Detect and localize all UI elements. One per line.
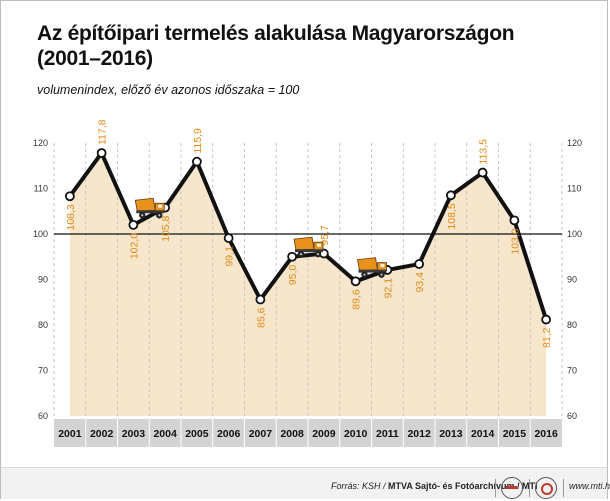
data-label: 95,0 [287,265,299,286]
data-point [541,314,552,325]
data-point [223,233,234,243]
y-tick-label-right: 90 [567,275,577,285]
data-label: 85,6 [255,307,267,328]
dump-truck-icon [293,236,324,258]
footer-divider [495,479,496,497]
truck-hub [380,273,383,276]
x-tick-label: 2003 [122,428,146,440]
data-point [350,276,361,287]
data-label: 113,5 [478,139,490,165]
truck-chassis [295,249,323,253]
data-label: 102,0 [128,233,140,259]
y-tick-label-left: 90 [38,275,48,285]
truck-hub [158,214,161,217]
y-tick-label-left: 110 [34,184,48,194]
data-point [64,191,75,202]
data-label: 103,0 [509,228,521,254]
x-tick-label: 2015 [503,428,527,440]
data-label: 81,2 [541,327,553,348]
data-point [128,219,139,230]
x-tick-label: 2001 [58,428,82,440]
y-tick-label-left: 70 [38,366,48,376]
y-tick-label-right: 70 [567,366,577,376]
data-point [477,167,488,178]
x-tick-label: 2013 [439,428,463,440]
mtva-logo-icon [501,477,523,499]
data-label: 93,4 [414,272,426,293]
data-label: 92,1 [382,278,394,299]
dump-truck-icon [357,257,387,278]
data-label: 115,9 [192,128,204,154]
x-tick-label: 2005 [185,428,209,440]
data-label: 89,6 [351,289,363,310]
website-url: www.mti.hu [569,481,610,491]
series-line [67,151,549,322]
data-point [96,148,107,158]
x-tick-label: 2010 [344,428,368,440]
source-prefix: Forrás: KSH / [331,481,386,491]
chart-subtitle: volumenindex, előző év azonos időszaka =… [37,83,300,97]
source-text: Forrás: KSH / MTVA Sajtó- és Fotóarchívu… [331,481,538,491]
chart-title: Az építőipari termelés alakulása Magyaro… [37,21,597,71]
data-label: 105,8 [160,215,172,241]
y-tick-label-left: 100 [33,229,48,239]
data-point [255,294,266,305]
data-point [509,215,520,226]
x-tick-label: 2014 [471,428,495,440]
truck-chassis [136,210,165,214]
dump-truck-icon [134,197,165,219]
y-tick-label-left: 120 [33,138,48,148]
data-point [414,259,425,269]
truck-window [317,243,321,247]
chart-title-line1: Az építőipari termelés alakulása Magyaro… [37,22,515,45]
truck-hub [141,214,144,217]
x-tick-label: 2008 [280,428,304,440]
data-label: 108,3 [65,204,77,230]
mti-logo-icon [535,477,557,499]
truck-window [380,264,385,268]
x-tick-label: 2009 [312,428,336,440]
data-label: 117,8 [97,119,109,145]
x-tick-label: 2004 [153,428,177,440]
data-point [191,156,202,167]
truck-hub [316,253,320,256]
data-label: 108,5 [446,203,458,229]
x-tick-label: 2007 [249,428,273,440]
data-label: 99,1 [224,246,236,267]
y-tick-label-left: 80 [38,320,48,330]
data-point [445,190,456,201]
chart-title-line2: (2001–2016) [37,47,153,70]
truck-chassis [358,269,387,273]
x-tick-label: 2016 [534,428,558,440]
y-tick-label-right: 120 [567,138,582,148]
y-tick-label-left: 60 [38,411,48,421]
source-agency: MTVA Sajtó- és Fotóarchívum / MTI [388,481,538,491]
y-tick-label-right: 60 [567,411,577,421]
data-label: 95,7 [319,225,331,246]
data-point [287,251,298,262]
area-fill [69,153,547,416]
x-tick-label: 2002 [90,428,114,440]
truck-bed [293,236,315,251]
truck-bed [134,197,156,212]
truck-bed [357,257,378,272]
x-tick-label: 2011 [376,428,399,440]
footer-divider [529,479,530,497]
y-tick-label-right: 80 [567,320,577,330]
y-tick-label-right: 100 [567,229,582,239]
y-tick-label-right: 110 [567,184,581,194]
truck-hub [363,273,366,276]
x-tick-label: 2006 [217,428,241,440]
truck-hub [299,253,303,256]
footer-divider [563,479,564,497]
truck-window [158,204,163,208]
x-tick-label: 2012 [407,428,431,440]
